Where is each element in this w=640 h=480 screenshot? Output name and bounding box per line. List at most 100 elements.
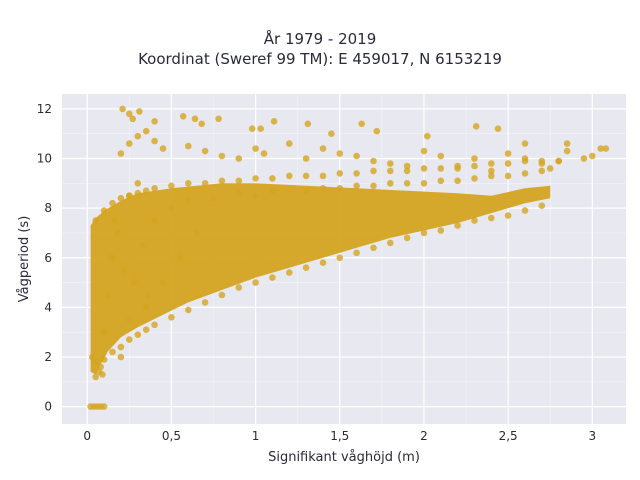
data-point (471, 175, 478, 182)
data-point (589, 152, 596, 160)
data-point (437, 152, 445, 160)
data-point (370, 244, 377, 252)
data-points (87, 105, 610, 410)
data-point (126, 140, 133, 147)
x-tick-label: 3 (589, 429, 597, 443)
data-point (387, 180, 394, 187)
data-point (100, 328, 108, 336)
data-point (403, 167, 411, 175)
y-tick-label: 8 (44, 201, 52, 215)
data-point (260, 150, 268, 157)
chart-title-line-2: Koordinat (Sweref 99 TM): E 459017, N 61… (138, 50, 502, 68)
data-point (494, 125, 502, 132)
data-point (563, 140, 571, 147)
data-point (168, 314, 175, 321)
data-point (151, 185, 158, 192)
data-point (126, 192, 133, 199)
data-point (191, 115, 199, 123)
data-point (286, 269, 293, 276)
data-point (252, 279, 259, 286)
data-point (252, 145, 259, 152)
data-point (121, 266, 128, 274)
y-tick-label: 10 (37, 152, 52, 166)
data-point (210, 194, 217, 202)
data-point (387, 239, 394, 247)
data-point (538, 160, 546, 167)
data-point (104, 291, 111, 299)
data-point (353, 152, 360, 160)
data-point (454, 177, 461, 185)
data-point (218, 152, 226, 160)
data-point (89, 353, 96, 361)
data-point (269, 175, 276, 182)
y-tick-label: 6 (44, 251, 52, 265)
data-point (597, 145, 604, 152)
data-point (139, 242, 147, 249)
data-point (126, 110, 133, 118)
data-point (131, 279, 138, 286)
data-point (370, 167, 377, 175)
x-tick-label: 2 (420, 429, 428, 443)
data-point (319, 145, 327, 152)
data-point (546, 165, 554, 172)
data-point (521, 207, 529, 214)
data-point (92, 358, 99, 366)
data-point (403, 180, 411, 187)
data-point (302, 172, 310, 180)
data-point (504, 212, 512, 219)
y-axis-ticks: 0 2 4 6 8 10 12 (37, 102, 52, 414)
data-point (471, 155, 478, 162)
data-point (151, 217, 158, 224)
data-point (358, 120, 366, 128)
data-point (269, 274, 276, 281)
data-point (218, 291, 226, 299)
data-point (403, 162, 411, 170)
data-point (270, 118, 278, 125)
y-axis-title: Vågperiod (s) (17, 216, 32, 303)
data-point (97, 363, 104, 371)
data-point (185, 142, 192, 150)
data-point (198, 120, 205, 128)
data-point (370, 182, 377, 190)
data-point (218, 177, 226, 185)
data-point (563, 147, 571, 155)
data-point (504, 150, 512, 157)
data-point (336, 254, 344, 262)
data-point (471, 217, 478, 224)
data-point (159, 279, 167, 286)
data-point (92, 217, 99, 224)
data-point (100, 403, 108, 410)
data-point (142, 187, 150, 195)
data-point (471, 162, 478, 170)
data-point (252, 192, 259, 199)
data-point (336, 150, 344, 157)
y-tick-label: 2 (44, 350, 52, 364)
y-tick-label: 0 (44, 400, 52, 414)
data-point (201, 180, 209, 187)
data-point (454, 222, 461, 229)
data-point (117, 343, 125, 351)
point-cloud-core (90, 183, 551, 375)
data-point (129, 115, 136, 123)
data-point (193, 229, 200, 237)
data-point (504, 172, 512, 180)
data-point (176, 254, 184, 262)
data-point (454, 165, 461, 172)
data-point (126, 316, 133, 324)
data-point (373, 127, 381, 135)
data-point (100, 356, 108, 363)
data-point (521, 170, 529, 177)
data-point (117, 194, 125, 202)
data-point (336, 170, 344, 177)
data-point (488, 214, 495, 222)
data-point (134, 180, 142, 187)
x-axis-title: Signifikant våghöjd (m) (268, 450, 420, 465)
x-tick-label: 1,5 (330, 429, 349, 443)
chart-title-line-1: År 1979 - 2019 (263, 30, 377, 48)
data-point (201, 147, 209, 155)
data-point (472, 123, 480, 130)
data-point (336, 185, 344, 192)
data-point (269, 187, 276, 195)
data-point (92, 373, 99, 381)
